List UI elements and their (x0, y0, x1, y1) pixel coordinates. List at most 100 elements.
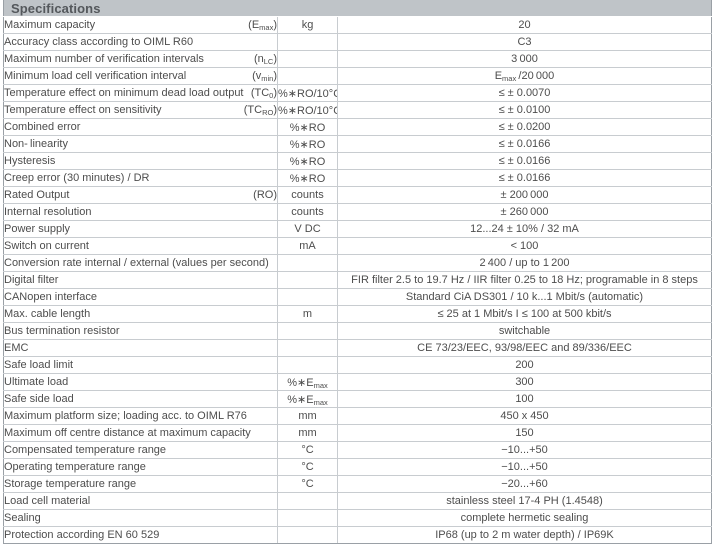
table-row: Digital filter FIR filter 2.5 to 19.7 Hz … (3, 271, 712, 289)
header-value-cell (337, 0, 712, 17)
spec-name-cell: Conversion rate internal / external (val… (3, 254, 278, 272)
table-row: Operating temperature range °C −10...+50 (3, 458, 712, 476)
table-row: Maximum number of verification intervals… (3, 50, 712, 68)
spec-symbol-label: (RO) (253, 189, 277, 201)
spec-unit-cell: counts (277, 203, 338, 221)
spec-value-cell: < 100 (337, 237, 712, 255)
spec-name-cell: Temperature effect on sensitivity (TCRO) (3, 101, 278, 119)
spec-value-cell: ± 260 000 (337, 203, 712, 221)
spec-value-cell: CE 73/23/EEC, 93/98/EEC and 89/336/EEC (337, 339, 712, 357)
spec-name-label: Rated Output (4, 189, 70, 201)
spec-symbol-label: (nLC) (253, 53, 277, 66)
spec-value-cell: −10...+50 (337, 441, 712, 459)
spec-name-cell: Compensated temperature range (3, 441, 278, 459)
table-row: Internal resolution counts ± 260 000 (3, 203, 712, 221)
spec-name-label: Maximum off centre distance at maximum c… (4, 427, 251, 439)
specifications-table: Specifications Maximum capacity (Emax) kg 2… (3, 0, 712, 544)
spec-value-cell: IP68 (up to 2 m water depth) / IP69K (337, 526, 712, 544)
spec-name-cell: Digital filter (3, 271, 278, 289)
spec-name-cell: Accuracy class according to OIML R60 (3, 33, 278, 51)
spec-name-cell: Safe load limit (3, 356, 278, 374)
spec-unit-cell: mm (277, 424, 338, 442)
table-row: Hysteresis %∗RO ≤ ± 0.0166 (3, 152, 712, 170)
spec-name-cell: Rated Output (RO) (3, 186, 278, 204)
spec-name-label: Protection according EN 60 529 (4, 529, 160, 541)
spec-unit-cell: °C (277, 458, 338, 476)
spec-name-label: Temperature effect on sensitivity (4, 104, 162, 116)
spec-unit-cell (277, 339, 338, 357)
table-row: CANopen interface Standard CiA DS301 / 10… (3, 288, 712, 306)
spec-name-label: Accuracy class according to OIML R60 (4, 36, 194, 48)
spec-name-label: Storage temperature range (4, 478, 137, 490)
spec-value-cell: FIR filter 2.5 to 19.7 Hz / IIR filter 0… (337, 271, 712, 289)
spec-unit-cell (277, 526, 338, 544)
table-row: Temperature effect on sensitivity (TCRO)%… (3, 101, 712, 119)
table-row: Power supply V DC 12...24 ± 10% / 32 mA (3, 220, 712, 238)
spec-value-cell: ≤ 25 at 1 Mbit/s I ≤ 100 at 500 kbit/s (337, 305, 712, 323)
spec-value-cell: ≤ ± 0.0100 (337, 101, 712, 119)
spec-unit-cell: %∗RO (277, 135, 338, 153)
spec-name-label: Non- linearity (4, 138, 68, 150)
spec-unit-cell: mm (277, 407, 338, 425)
spec-value-cell: −20...+60 (337, 475, 712, 493)
spec-name-cell: Safe side load (3, 390, 278, 408)
spec-value-cell: 150 (337, 424, 712, 442)
table-row: Switch on current mA < 100 (3, 237, 712, 255)
spec-value-cell: ± 200 000 (337, 186, 712, 204)
spec-value-cell: −10...+50 (337, 458, 712, 476)
spec-value-cell: 12...24 ± 10% / 32 mA (337, 220, 712, 238)
spec-name-label: Ultimate load (4, 376, 69, 388)
spec-name-cell: Protection according EN 60 529 (3, 526, 278, 544)
spec-value-cell: ≤ ± 0.0200 (337, 118, 712, 136)
spec-value-cell: ≤ ± 0.0166 (337, 152, 712, 170)
table-row: Bus termination resistor switchable (3, 322, 712, 340)
table-row: Creep error (30 minutes) / DR %∗RO ≤ ± 0.0… (3, 169, 712, 187)
table-row: Storage temperature range °C −20...+60 (3, 475, 712, 493)
table-row: Combined error %∗RO ≤ ± 0.0200 (3, 118, 712, 136)
spec-name-cell: Ultimate load (3, 373, 278, 391)
spec-unit-cell: °C (277, 441, 338, 459)
spec-unit-cell (277, 322, 338, 340)
spec-name-label: Load cell material (4, 495, 91, 507)
table-row: Safe load limit 200 (3, 356, 712, 374)
spec-value-cell: 2 400 / up to 1 200 (337, 254, 712, 272)
spec-value-cell: ≤ ± 0.0166 (337, 135, 712, 153)
spec-name-label: Operating temperature range (4, 461, 146, 473)
spec-name-label: Compensated temperature range (4, 444, 167, 456)
spec-name-label: Power supply (4, 223, 71, 235)
spec-name-label: Max. cable length (4, 308, 91, 320)
spec-unit-cell: %∗RO (277, 152, 338, 170)
spec-name-label: Maximum platform size; loading acc. to O… (4, 410, 247, 422)
spec-name-cell: CANopen interface (3, 288, 278, 306)
spec-name-label: Bus termination resistor (4, 325, 120, 337)
spec-unit-cell: counts (277, 186, 338, 204)
spec-symbol-label: (vmin) (252, 70, 277, 83)
header-unit-cell (277, 0, 338, 17)
spec-name-cell: Maximum capacity (Emax) (3, 16, 278, 34)
spec-unit-cell (277, 492, 338, 510)
spec-name-label: Conversion rate internal / external (val… (4, 257, 269, 269)
spec-value-cell: switchable (337, 322, 712, 340)
spec-symbol-label: (TC0) (250, 87, 277, 100)
table-row: EMC CE 73/23/EEC, 93/98/EEC and 89/336/EE… (3, 339, 712, 357)
spec-value-cell: stainless steel 17-4 PH (1.4548) (337, 492, 712, 510)
spec-name-cell: Internal resolution (3, 203, 278, 221)
spec-unit-cell: kg (277, 16, 338, 34)
spec-value-cell: ≤ ± 0.0070 (337, 84, 712, 102)
spec-name-label: Combined error (4, 121, 81, 133)
spec-value-cell: 300 (337, 373, 712, 391)
table-row: Sealing complete hermetic sealing (3, 509, 712, 527)
spec-unit-cell (277, 50, 338, 68)
spec-name-cell: Minimum load cell verification interval (… (3, 67, 278, 85)
table-row: Conversion rate internal / external (val… (3, 254, 712, 272)
spec-symbol-label: (Emax) (248, 19, 277, 32)
table-header: Specifications (3, 0, 712, 17)
spec-value-cell: Emax /20 000 (337, 67, 712, 85)
spec-name-cell: Power supply (3, 220, 278, 238)
spec-name-cell: Maximum number of verification intervals… (3, 50, 278, 68)
spec-name-label: Safe load limit (4, 359, 74, 371)
spec-name-cell: Maximum platform size; loading acc. to O… (3, 407, 278, 425)
spec-name-label: Sealing (4, 512, 41, 524)
spec-name-cell: Temperature effect on minimum dead load … (3, 84, 278, 102)
spec-value-cell: 450 x 450 (337, 407, 712, 425)
